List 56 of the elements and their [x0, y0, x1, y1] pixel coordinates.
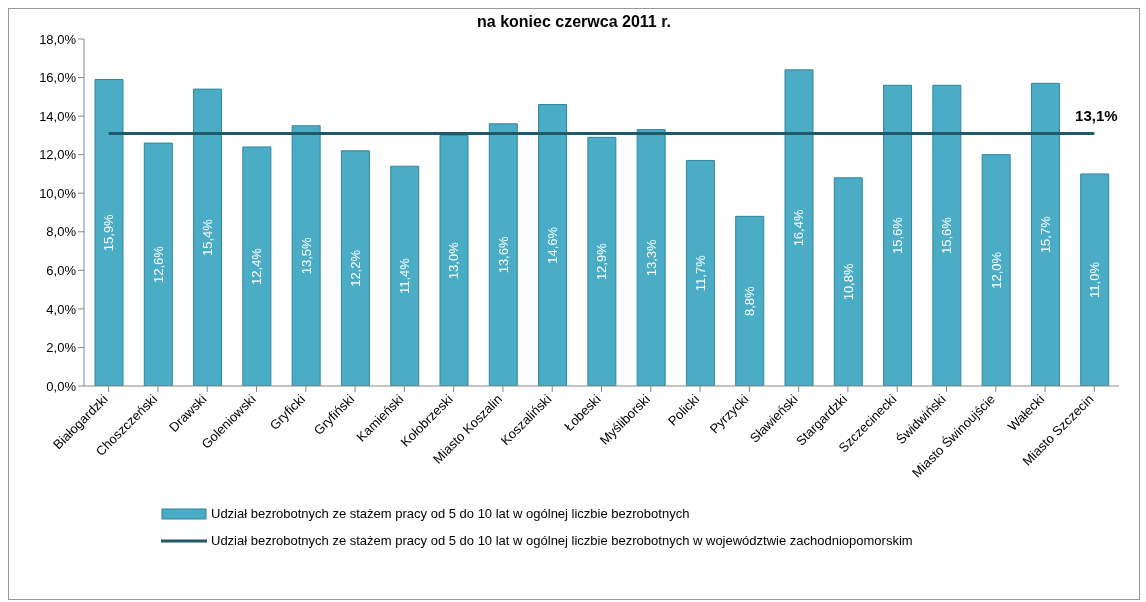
- bar: [94, 78, 124, 386]
- data-label: 11,7%: [692, 254, 708, 292]
- data-label: 12,4%: [249, 247, 265, 285]
- bar: [833, 177, 863, 386]
- bar: [193, 88, 223, 386]
- data-label: 12,2%: [347, 249, 363, 287]
- data-label: 15,4%: [200, 218, 216, 256]
- data-label: 15,9%: [101, 213, 117, 252]
- bar: [538, 104, 568, 386]
- data-label: 8,8%: [742, 285, 758, 316]
- y-tick-label: 2,0%: [46, 340, 77, 356]
- y-tick-label: 4,0%: [46, 301, 77, 317]
- y-tick-label: 12,0%: [39, 147, 77, 163]
- y-tick-label: 14,0%: [39, 108, 77, 124]
- data-label: 15,6%: [890, 216, 906, 255]
- bar: [1080, 173, 1110, 386]
- bar: [883, 84, 913, 386]
- bar: [488, 123, 518, 386]
- bar: [784, 69, 814, 386]
- bar: [291, 125, 321, 386]
- data-label: 15,6%: [939, 216, 955, 255]
- data-label: 12,6%: [150, 245, 166, 283]
- bar: [242, 146, 272, 386]
- data-label: 13,6%: [495, 236, 511, 274]
- data-label: 15,7%: [1037, 215, 1053, 254]
- bar: [981, 154, 1011, 386]
- data-label: 12,0%: [988, 251, 1004, 289]
- data-label: 12,9%: [594, 242, 610, 281]
- chart-title: na koniec czerwca 2011 r.: [476, 12, 672, 31]
- bar: [735, 215, 765, 386]
- bar: [143, 142, 173, 386]
- bar: [932, 84, 962, 386]
- data-label: 10,8%: [840, 263, 856, 301]
- y-tick-label: 0,0%: [46, 378, 77, 394]
- data-label: 16,4%: [791, 209, 807, 247]
- bar: [390, 165, 420, 386]
- bar: [587, 136, 617, 386]
- data-label: 13,0%: [446, 241, 462, 280]
- data-label: 13,3%: [643, 238, 659, 277]
- y-tick-label: 10,0%: [39, 185, 77, 201]
- bar: [1030, 82, 1060, 386]
- data-label: 13,5%: [298, 237, 314, 275]
- data-label: 11,4%: [397, 257, 413, 295]
- bar: [439, 134, 469, 386]
- y-tick-label: 16,0%: [39, 70, 77, 86]
- legend-label: Udział bezrobotnych ze stażem pracy od 5 do 10 lat w ogólnej liczbie bezrobotnych: [211, 506, 690, 521]
- data-label: 11,0%: [1087, 261, 1103, 298]
- data-label: 13,1%: [1075, 107, 1118, 125]
- bar: [636, 129, 666, 386]
- bar: [340, 150, 370, 386]
- y-tick-label: 8,0%: [46, 224, 77, 240]
- legend-label: Udział bezrobotnych ze stażem pracy od 5 do 10 lat w ogólnej liczbie bezrobotnych w województwie zachodniopomorskim: [211, 533, 913, 548]
- data-label: 14,6%: [545, 226, 561, 264]
- bar: [685, 159, 715, 386]
- y-tick-label: 6,0%: [46, 262, 77, 278]
- y-tick-label: 18,0%: [39, 31, 77, 47]
